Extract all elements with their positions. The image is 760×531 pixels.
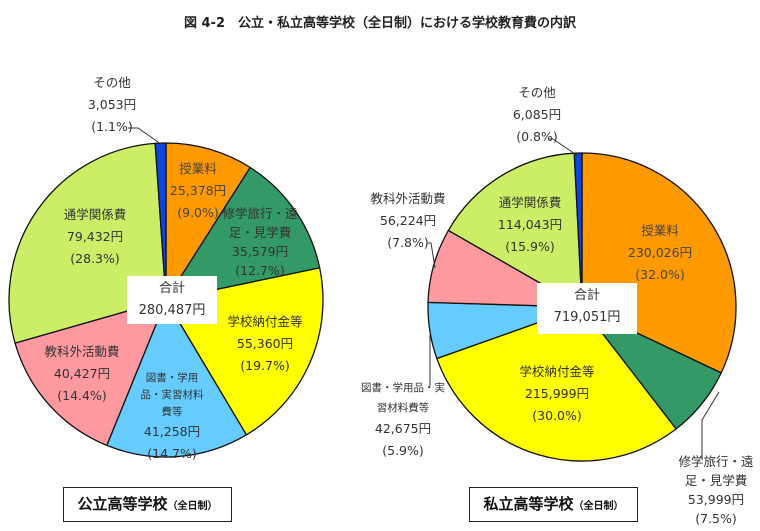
slice-amount: 215,999円 bbox=[524, 386, 590, 401]
chart-title-text: 公立高等学校 bbox=[77, 495, 168, 513]
slice-amount: 230,026円 bbox=[627, 245, 693, 260]
slice-amount: 53,999円 bbox=[687, 492, 745, 507]
slice-pct: (28.3%) bbox=[70, 251, 120, 266]
label-public-school-fees: 学校納付金等 55,360円 (19.7%) bbox=[227, 311, 302, 377]
slice-pct: (15.9%) bbox=[505, 239, 555, 254]
slice-name: 学校納付金等 bbox=[519, 364, 595, 379]
slice-pct: (19.7%) bbox=[240, 358, 290, 373]
slice-name: 通学関係費 bbox=[498, 195, 562, 210]
slice-pct: (14.4%) bbox=[57, 388, 107, 403]
private-chart-title: 私立高等学校（全日制） bbox=[469, 487, 638, 522]
chart-title-note: （全日制） bbox=[573, 501, 624, 512]
slice-amount: 56,224円 bbox=[379, 213, 437, 228]
slice-pct: (0.8%) bbox=[516, 129, 558, 144]
slice-pct: (7.5%) bbox=[695, 511, 737, 526]
slice-name: 図書・学用品・実習材料費等 bbox=[140, 372, 204, 418]
pie-slice-commuting bbox=[447, 152, 583, 309]
chart-title-text: 私立高等学校 bbox=[483, 495, 574, 513]
total-value: 719,051円 bbox=[553, 310, 621, 325]
label-private-tuition: 授業料 230,026円 (32.0%) bbox=[628, 220, 692, 286]
pie-slice-commuting bbox=[8, 142, 167, 344]
leader-lines bbox=[128, 127, 720, 458]
slice-amount: 42,675円 bbox=[374, 421, 432, 436]
label-private-trip: 修学旅行・遠足・見学費 53,999円 (7.5%) bbox=[671, 452, 760, 528]
slice-amount: 55,360円 bbox=[236, 336, 294, 351]
slice-amount: 35,579円 bbox=[231, 244, 289, 259]
label-public-other: その他 3,053円 (1.1%) bbox=[88, 72, 136, 138]
slice-name: 通学関係費 bbox=[63, 207, 127, 222]
slice-pct: (9.0%) bbox=[177, 205, 219, 220]
slice-pct: (32.0%) bbox=[635, 267, 685, 282]
label-private-school-fees: 学校納付金等 215,999円 (30.0%) bbox=[519, 361, 594, 427]
chart-title-note: （全日制） bbox=[167, 501, 218, 512]
pie-slice-school-fees bbox=[436, 306, 677, 462]
slice-name: 修学旅行・遠足・見学費 bbox=[678, 454, 754, 488]
slice-name: 授業料 bbox=[179, 161, 217, 176]
slice-name: 図書・学用品・実習材料費等 bbox=[361, 382, 445, 414]
pie-slice-trip bbox=[164, 166, 321, 301]
slice-amount: 3,053円 bbox=[87, 97, 137, 112]
label-public-tuition: 授業料 25,378円 (9.0%) bbox=[170, 158, 226, 224]
label-public-books: 図書・学用品・実習材料費等 41,258円 (14.7%) bbox=[137, 370, 207, 465]
public-total-box: 合計 280,487円 bbox=[127, 276, 217, 324]
private-pie bbox=[427, 152, 737, 462]
slice-pct: (12.7%) bbox=[235, 263, 285, 278]
pie-slice-extracurricular bbox=[14, 299, 168, 447]
slice-name: その他 bbox=[93, 75, 131, 90]
slice-pct: (7.8%) bbox=[387, 235, 429, 250]
slice-amount: 25,378円 bbox=[169, 183, 227, 198]
private-total-box: 合計 719,051円 bbox=[537, 283, 637, 334]
slice-pct: (5.9%) bbox=[382, 443, 424, 458]
label-private-books: 図書・学用品・実習材料費等 42,675円 (5.9%) bbox=[358, 378, 448, 462]
slice-name: その他 bbox=[518, 85, 556, 100]
leader-line-private-other bbox=[548, 138, 579, 157]
slice-amount: 79,432円 bbox=[66, 229, 124, 244]
slice-amount: 114,043円 bbox=[497, 217, 563, 232]
slice-name: 授業料 bbox=[641, 223, 679, 238]
leader-line-public-other bbox=[128, 127, 162, 145]
slice-pct: (30.0%) bbox=[532, 408, 582, 423]
slice-pct: (14.7%) bbox=[147, 446, 197, 461]
slice-amount: 40,427円 bbox=[53, 366, 111, 381]
label-private-extracurricular: 教科外活動費 56,224円 (7.8%) bbox=[370, 188, 445, 254]
total-label: 合計 bbox=[158, 281, 185, 296]
slice-pct: (1.1%) bbox=[91, 119, 133, 134]
slice-name: 教科外活動費 bbox=[44, 344, 120, 359]
figure-title: 図 4-2 公立・私立高等学校（全日制）における学校教育費の内訳 bbox=[183, 16, 576, 31]
public-pie bbox=[8, 142, 324, 458]
slice-amount: 41,258円 bbox=[143, 424, 201, 439]
pie-slice-books bbox=[105, 298, 248, 458]
label-public-commuting: 通学関係費 79,432円 (28.3%) bbox=[64, 204, 127, 270]
pie-slice-tuition bbox=[165, 142, 252, 303]
label-public-extracurricular: 教科外活動費 40,427円 (14.4%) bbox=[44, 341, 119, 407]
total-label: 合計 bbox=[573, 288, 600, 303]
leader-line-private-extracurricular bbox=[428, 242, 436, 269]
slice-name: 修学旅行・遠足・見学費 bbox=[222, 206, 298, 240]
total-value: 280,487円 bbox=[138, 303, 206, 318]
label-private-other: その他 6,085円 (0.8%) bbox=[513, 82, 561, 148]
slice-amount: 6,085円 bbox=[512, 107, 562, 122]
slice-name: 学校納付金等 bbox=[227, 314, 303, 329]
leader-line-private-trip bbox=[701, 391, 720, 458]
label-private-commuting: 通学関係費 114,043円 (15.9%) bbox=[498, 192, 562, 258]
label-public-trip: 修学旅行・遠足・見学費 35,579円 (12.7%) bbox=[219, 204, 301, 280]
slice-name: 教科外活動費 bbox=[370, 191, 446, 206]
public-chart-title: 公立高等学校（全日制） bbox=[63, 487, 232, 522]
